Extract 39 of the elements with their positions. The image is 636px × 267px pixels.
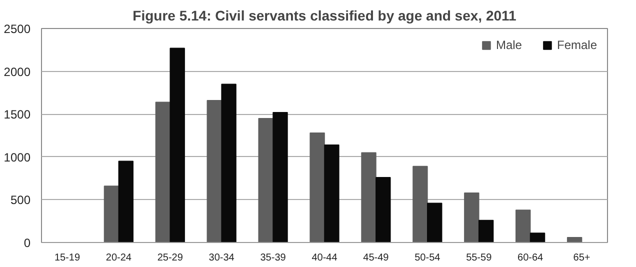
x-tick-label: 20-24 xyxy=(106,252,132,264)
bar xyxy=(272,112,288,242)
bar xyxy=(310,132,325,242)
bar xyxy=(155,102,171,242)
bar xyxy=(206,100,222,242)
bar xyxy=(361,152,376,242)
legend-label: Male xyxy=(496,38,522,52)
bar xyxy=(376,177,391,242)
bar xyxy=(516,210,531,242)
x-tick-label: 30-34 xyxy=(208,252,235,264)
legend-label: Female xyxy=(556,38,597,52)
bar xyxy=(530,232,546,242)
bar xyxy=(324,144,340,242)
y-tick-label: 2000 xyxy=(4,64,31,79)
y-tick-label: 2500 xyxy=(4,22,31,36)
x-tick-label: 65+ xyxy=(573,252,590,264)
chart-title: Figure 5.14: Civil servants classified by age and sex, 2011 xyxy=(132,8,517,24)
x-tick-label: 55-59 xyxy=(466,252,492,264)
bar xyxy=(258,118,274,242)
bar xyxy=(566,236,582,242)
bar xyxy=(170,48,185,242)
x-tick-label: 60-64 xyxy=(518,252,544,264)
x-tick-label: 15-19 xyxy=(54,252,80,264)
bar xyxy=(478,220,494,242)
bar xyxy=(118,160,134,242)
bar xyxy=(221,84,236,242)
bar xyxy=(427,202,442,242)
bar xyxy=(104,186,120,242)
x-tick-label: 40-44 xyxy=(312,252,338,264)
x-tick-label: 25-29 xyxy=(157,252,184,264)
x-tick-label: 35-39 xyxy=(260,252,286,264)
x-tick-label: 50-54 xyxy=(414,252,441,264)
x-tick-label: 45-49 xyxy=(363,252,390,264)
bar xyxy=(412,166,428,242)
y-tick-label: 1500 xyxy=(4,108,31,122)
y-tick-label: 1000 xyxy=(4,150,31,164)
y-tick-label: 0 xyxy=(24,236,31,250)
y-tick-label: 500 xyxy=(10,193,31,208)
bar xyxy=(464,192,480,242)
